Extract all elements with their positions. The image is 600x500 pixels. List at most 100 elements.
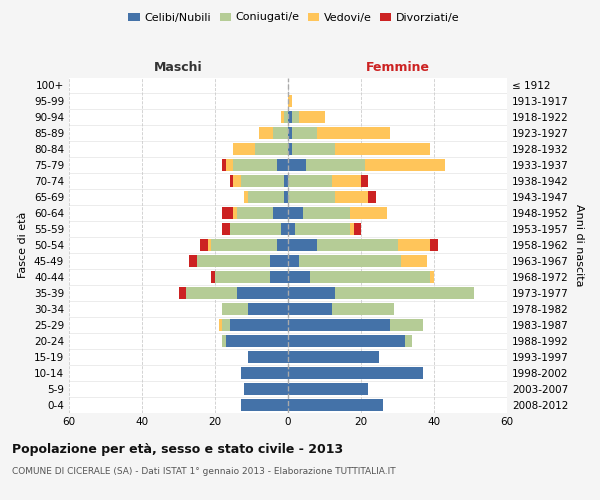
Bar (401, 255, 427, 267)
Bar (288, 366, 423, 378)
Bar (215, 271, 270, 283)
Bar (233, 175, 241, 187)
Bar (237, 207, 274, 219)
Bar (398, 239, 430, 251)
Bar (179, 287, 186, 299)
Bar (288, 303, 332, 315)
Bar (270, 255, 288, 267)
Bar (277, 160, 288, 171)
Bar (237, 287, 288, 299)
Bar (281, 223, 288, 235)
Bar (335, 287, 474, 299)
Bar (288, 382, 368, 394)
Bar (288, 191, 335, 203)
Bar (274, 128, 288, 140)
Bar (368, 191, 376, 203)
Bar (288, 175, 332, 187)
Bar (288, 223, 295, 235)
Bar (430, 271, 434, 283)
Y-axis label: Anni di nascita: Anni di nascita (574, 204, 584, 286)
Bar (288, 239, 317, 251)
Bar (350, 207, 386, 219)
Bar (222, 223, 230, 235)
Bar (230, 223, 281, 235)
Text: Maschi: Maschi (154, 62, 203, 74)
Bar (248, 191, 284, 203)
Bar (241, 366, 288, 378)
Bar (255, 144, 288, 156)
Bar (288, 398, 383, 410)
Bar (288, 319, 390, 330)
Bar (223, 207, 233, 219)
Bar (292, 112, 299, 124)
Bar (288, 112, 292, 124)
Bar (270, 271, 288, 283)
Bar (306, 160, 365, 171)
Bar (190, 255, 197, 267)
Bar (226, 160, 233, 171)
Bar (332, 303, 394, 315)
Bar (288, 350, 379, 362)
Bar (390, 319, 423, 330)
Bar (244, 191, 248, 203)
Bar (241, 175, 284, 187)
Bar (200, 239, 208, 251)
Y-axis label: Fasce di età: Fasce di età (19, 212, 28, 278)
Bar (288, 334, 405, 346)
Bar (241, 398, 288, 410)
Bar (361, 175, 368, 187)
Bar (218, 319, 223, 330)
Bar (332, 175, 361, 187)
Bar (284, 175, 288, 187)
Bar (288, 271, 310, 283)
Bar (288, 128, 292, 140)
Bar (222, 319, 230, 330)
Bar (233, 144, 255, 156)
Bar (310, 271, 430, 283)
Bar (292, 144, 335, 156)
Bar (230, 319, 288, 330)
Bar (197, 255, 270, 267)
Bar (244, 382, 288, 394)
Bar (288, 207, 302, 219)
Bar (317, 239, 398, 251)
Bar (233, 160, 277, 171)
Bar (259, 128, 274, 140)
Bar (288, 255, 299, 267)
Bar (365, 160, 445, 171)
Bar (354, 223, 361, 235)
Bar (335, 191, 368, 203)
Bar (299, 112, 325, 124)
Bar (226, 334, 288, 346)
Bar (335, 144, 430, 156)
Bar (292, 128, 317, 140)
Bar (211, 271, 215, 283)
Bar (222, 303, 248, 315)
Bar (281, 112, 284, 124)
Bar (233, 207, 237, 219)
Bar (430, 239, 437, 251)
Text: Popolazione per età, sesso e stato civile - 2013: Popolazione per età, sesso e stato civil… (12, 442, 343, 456)
Bar (274, 207, 288, 219)
Bar (248, 303, 288, 315)
Bar (299, 255, 401, 267)
Bar (284, 191, 288, 203)
Bar (230, 175, 233, 187)
Bar (222, 160, 226, 171)
Bar (405, 334, 412, 346)
Legend: Celibi/Nubili, Coniugati/e, Vedovi/e, Divorziati/e: Celibi/Nubili, Coniugati/e, Vedovi/e, Di… (124, 8, 464, 27)
Text: COMUNE DI CICERALE (SA) - Dati ISTAT 1° gennaio 2013 - Elaborazione TUTTITALIA.I: COMUNE DI CICERALE (SA) - Dati ISTAT 1° … (12, 468, 395, 476)
Bar (288, 160, 306, 171)
Bar (222, 334, 226, 346)
Bar (288, 96, 292, 108)
Bar (186, 287, 237, 299)
Bar (288, 144, 292, 156)
Bar (248, 350, 288, 362)
Bar (302, 207, 350, 219)
Bar (211, 239, 277, 251)
Text: Femmine: Femmine (365, 62, 430, 74)
Bar (208, 239, 211, 251)
Bar (295, 223, 350, 235)
Bar (350, 223, 354, 235)
Bar (288, 287, 335, 299)
